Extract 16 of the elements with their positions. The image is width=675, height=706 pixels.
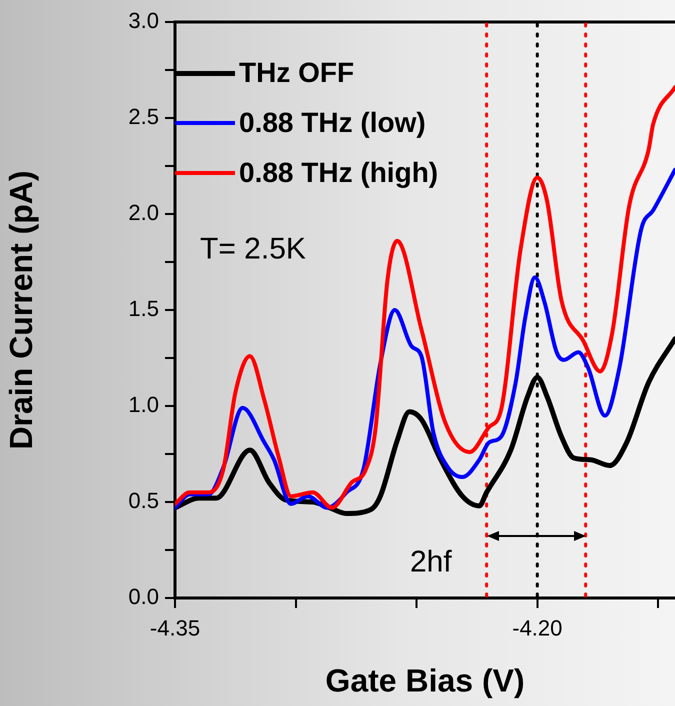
y-axis-title: Drain Current (pA) bbox=[3, 170, 40, 450]
x-tick-label: -4.35 bbox=[150, 615, 200, 640]
y-tick-label: 2.0 bbox=[128, 200, 159, 226]
y-tick-label: 2.5 bbox=[128, 104, 159, 130]
legend-label: THz OFF bbox=[239, 57, 354, 89]
y-tick-label: 1.0 bbox=[128, 392, 159, 418]
x-axis-title: Gate Bias (V) bbox=[325, 662, 525, 699]
y-tick-label: 1.5 bbox=[128, 296, 159, 322]
annotation: T= 2.5K bbox=[200, 232, 306, 266]
legend-label: 0.88 THz (low) bbox=[239, 107, 426, 139]
y-tick-label: 3.0 bbox=[128, 8, 159, 34]
y-tick-label: 0.0 bbox=[128, 584, 159, 610]
legend-label: 0.88 THz (high) bbox=[239, 157, 438, 189]
y-tick-label: 0.5 bbox=[128, 488, 159, 514]
x-tick-label: -4.20 bbox=[512, 615, 562, 640]
annotation: 2hf bbox=[410, 545, 452, 578]
